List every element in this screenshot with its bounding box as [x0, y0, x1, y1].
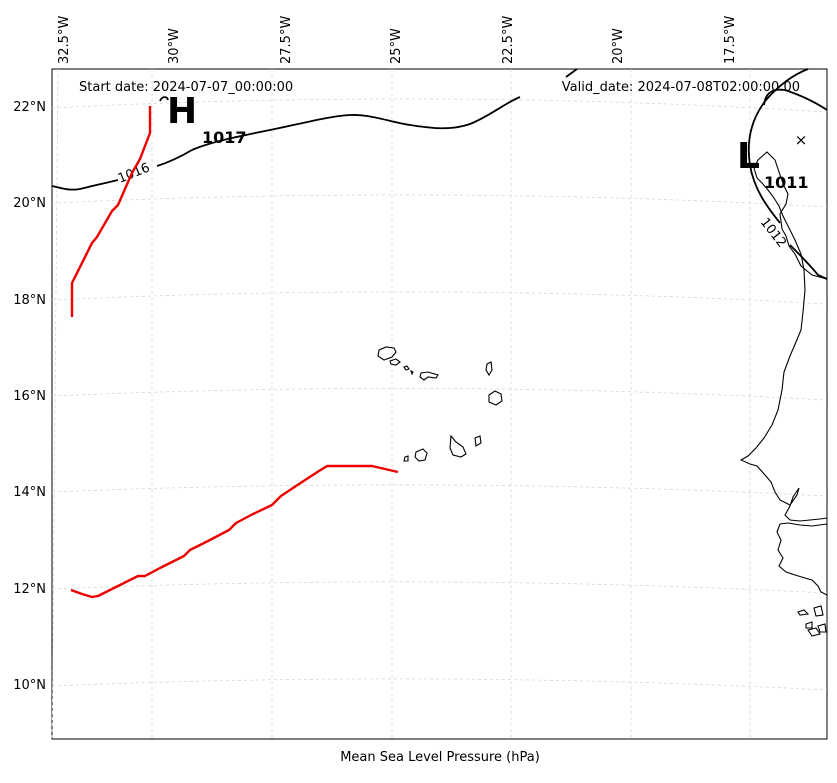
parallel-16n [51, 388, 828, 401]
low-pressure-value: 1011 [764, 173, 809, 192]
parallel-14n [51, 484, 828, 497]
island-sal [485, 361, 493, 377]
high-pressure-value: 1017 [202, 128, 247, 147]
map-caption: Mean Sea Level Pressure (hPa) [340, 750, 540, 765]
bijagos-islands [797, 605, 827, 637]
lon-label: 20°W [611, 28, 626, 64]
lon-label: 17.5°W [723, 16, 738, 64]
island-boa-vista [488, 390, 503, 406]
island-sao-nicolau [419, 371, 439, 381]
lat-label: 18°N [13, 293, 46, 308]
valid-date-label: Valid_date: 2024-07-08T02:00:00.00 [562, 80, 800, 95]
island-santo-antao [377, 346, 397, 361]
island-fogo [414, 448, 428, 462]
low-center-marker: × [795, 131, 808, 149]
lon-label: 30°W [167, 28, 182, 64]
parallel-18n [51, 291, 828, 305]
isobars [51, 68, 828, 280]
map-frame [51, 68, 828, 740]
lon-label: 27.5°W [279, 16, 294, 64]
isobar-inner-ring [763, 88, 828, 111]
isobar-1012 [747, 68, 828, 280]
lat-label: 10°N [13, 678, 46, 693]
meridian-32-5w [51, 68, 59, 740]
storm-tracks [70, 106, 399, 599]
lat-label: 22°N [13, 100, 46, 115]
longitude-axis: 32.5°W 30°W 27.5°W 25°W 22.5°W 20°W 17.5… [57, 16, 738, 64]
island-santiago [449, 434, 467, 458]
isobar-1016 [51, 96, 521, 191]
island-santa-luzia [403, 365, 414, 376]
lat-label: 16°N [13, 389, 46, 404]
isobar-north-seg [565, 68, 578, 78]
lat-label: 20°N [13, 196, 46, 211]
high-pressure-symbol: H [167, 91, 197, 132]
low-pressure-symbol: L [737, 136, 760, 177]
lat-label: 14°N [13, 485, 46, 500]
island-maio [474, 435, 482, 447]
lon-label: 22.5°W [501, 16, 516, 64]
storm-track-south [70, 464, 399, 599]
parallel-22n [51, 98, 828, 113]
africa-coast [739, 151, 828, 522]
africa-coast-south [776, 522, 828, 596]
start-date-label: Start date: 2024-07-07_00:00:00 [79, 80, 293, 95]
parallel-12n [51, 581, 828, 594]
coastline [377, 151, 828, 637]
isobar-hook [159, 96, 169, 102]
parallel-10n [51, 678, 828, 691]
island-sao-vicente [389, 358, 401, 366]
lat-label: 12°N [13, 582, 46, 597]
storm-track-north [70, 106, 152, 317]
latitude-axis: 22°N 20°N 18°N 16°N 14°N 12°N 10°N [13, 100, 46, 693]
graticule [51, 68, 828, 740]
island-brava [403, 455, 409, 462]
lon-label: 32.5°W [57, 16, 72, 64]
lon-label: 25°W [389, 28, 404, 64]
parallel-20n [51, 194, 828, 208]
